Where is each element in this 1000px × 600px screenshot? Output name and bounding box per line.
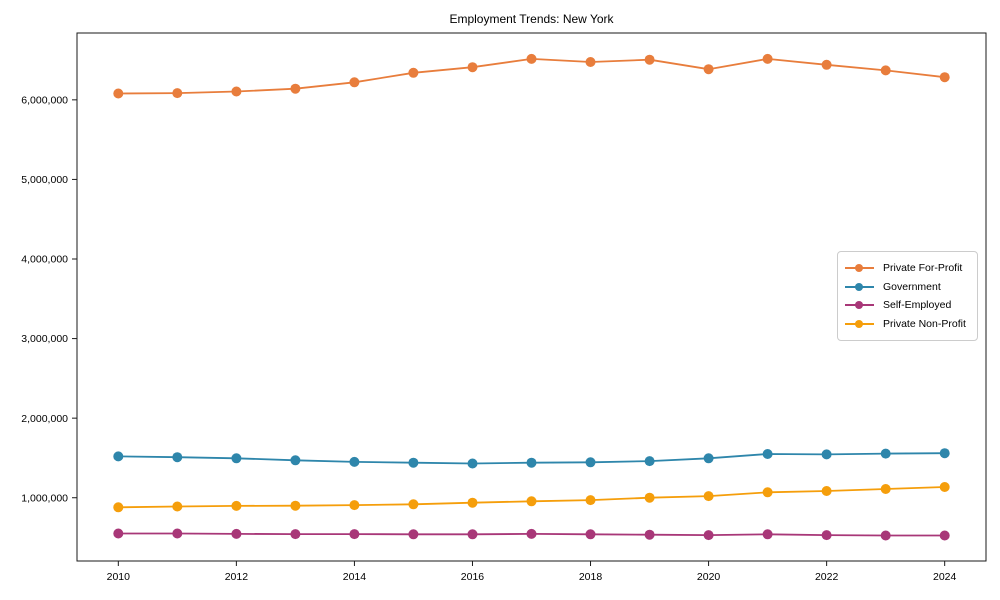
- data-point: [762, 487, 773, 498]
- data-point: [880, 530, 891, 541]
- data-point: [526, 528, 537, 539]
- data-point: [467, 497, 478, 508]
- legend-marker-icon: [845, 300, 874, 310]
- series-private-non-profit: [113, 482, 950, 513]
- data-point: [762, 529, 773, 540]
- plot-border: [76, 32, 987, 562]
- data-point: [939, 482, 950, 492]
- legend-label: Self-Employed: [883, 299, 952, 312]
- data-point: [703, 491, 714, 502]
- data-point: [408, 499, 419, 510]
- data-point: [349, 456, 360, 467]
- legend-item-private-non-profit: Private Non-Profit: [845, 318, 970, 330]
- data-point: [821, 449, 832, 460]
- legend-marker-icon: [845, 263, 874, 273]
- data-point: [467, 529, 478, 540]
- data-point: [880, 484, 891, 494]
- legend-marker-icon: [845, 282, 874, 292]
- data-point: [113, 88, 124, 99]
- series-line: [118, 58, 945, 95]
- data-point: [113, 451, 124, 462]
- data-point: [585, 57, 596, 67]
- legend-item-self-employed: Self-Employed: [845, 299, 970, 311]
- x-tick-label: 2014: [343, 571, 367, 583]
- data-point: [585, 457, 596, 468]
- data-point: [821, 486, 832, 496]
- y-tick-label: 1,000,000: [21, 492, 68, 504]
- data-point: [821, 530, 832, 541]
- data-point: [172, 452, 183, 463]
- x-tick-label: 2018: [579, 571, 603, 583]
- data-point: [762, 449, 773, 459]
- data-point: [290, 529, 301, 540]
- chart-title: Employment Trends: New York: [449, 12, 614, 26]
- data-point: [113, 528, 124, 539]
- data-point: [526, 457, 537, 468]
- data-point: [703, 453, 714, 464]
- data-point: [349, 77, 360, 88]
- legend: Private For-Profit Government Self-Employe…: [837, 251, 978, 341]
- data-point: [585, 495, 596, 506]
- data-point: [172, 528, 183, 539]
- data-point: [939, 530, 950, 541]
- series-private-for-profit: [113, 53, 950, 99]
- x-tick-label: 2020: [697, 571, 721, 583]
- y-tick-label: 2,000,000: [21, 413, 68, 425]
- legend-item-private-for-profit: Private For-Profit: [845, 262, 970, 274]
- data-point: [231, 86, 242, 97]
- x-tick-label: 2016: [461, 571, 485, 583]
- y-tick-label: 3,000,000: [21, 333, 68, 345]
- data-point: [644, 456, 655, 467]
- y-tick-label: 5,000,000: [21, 174, 68, 186]
- data-point: [939, 448, 950, 459]
- data-point: [290, 455, 301, 466]
- x-tick-label: 2012: [225, 571, 249, 583]
- data-point: [821, 59, 832, 70]
- data-point: [880, 65, 891, 76]
- data-point: [526, 53, 537, 64]
- data-point: [644, 54, 655, 65]
- data-point: [290, 83, 301, 94]
- data-point: [644, 529, 655, 540]
- data-point: [349, 500, 360, 511]
- data-point: [231, 528, 242, 539]
- data-point: [467, 458, 478, 469]
- data-point: [172, 501, 183, 512]
- x-tick-label: 2010: [107, 571, 131, 583]
- data-point: [231, 500, 242, 511]
- data-point: [467, 62, 478, 73]
- data-point: [880, 448, 891, 459]
- data-point: [290, 500, 301, 511]
- legend-marker-icon: [845, 319, 874, 329]
- data-point: [526, 496, 537, 507]
- data-point: [703, 64, 714, 75]
- data-point: [231, 453, 242, 464]
- data-point: [349, 529, 360, 540]
- y-tick-label: 6,000,000: [21, 94, 68, 106]
- legend-label: Government: [883, 280, 941, 293]
- series-self-employed: [113, 528, 950, 541]
- data-point: [408, 457, 419, 468]
- data-point: [408, 67, 419, 78]
- data-point: [644, 492, 655, 503]
- data-point: [408, 529, 419, 540]
- series-government: [113, 448, 950, 469]
- legend-label: Private For-Profit: [883, 261, 963, 274]
- data-point: [939, 72, 950, 83]
- data-point: [585, 529, 596, 540]
- y-tick-label: 4,000,000: [21, 254, 68, 266]
- data-point: [762, 53, 773, 64]
- data-point: [703, 530, 714, 541]
- x-tick-label: 2024: [933, 571, 957, 583]
- legend-label: Private Non-Profit: [883, 318, 966, 331]
- legend-item-government: Government: [845, 281, 970, 293]
- data-point: [172, 88, 183, 99]
- data-point: [113, 502, 124, 513]
- x-tick-label: 2022: [815, 571, 839, 583]
